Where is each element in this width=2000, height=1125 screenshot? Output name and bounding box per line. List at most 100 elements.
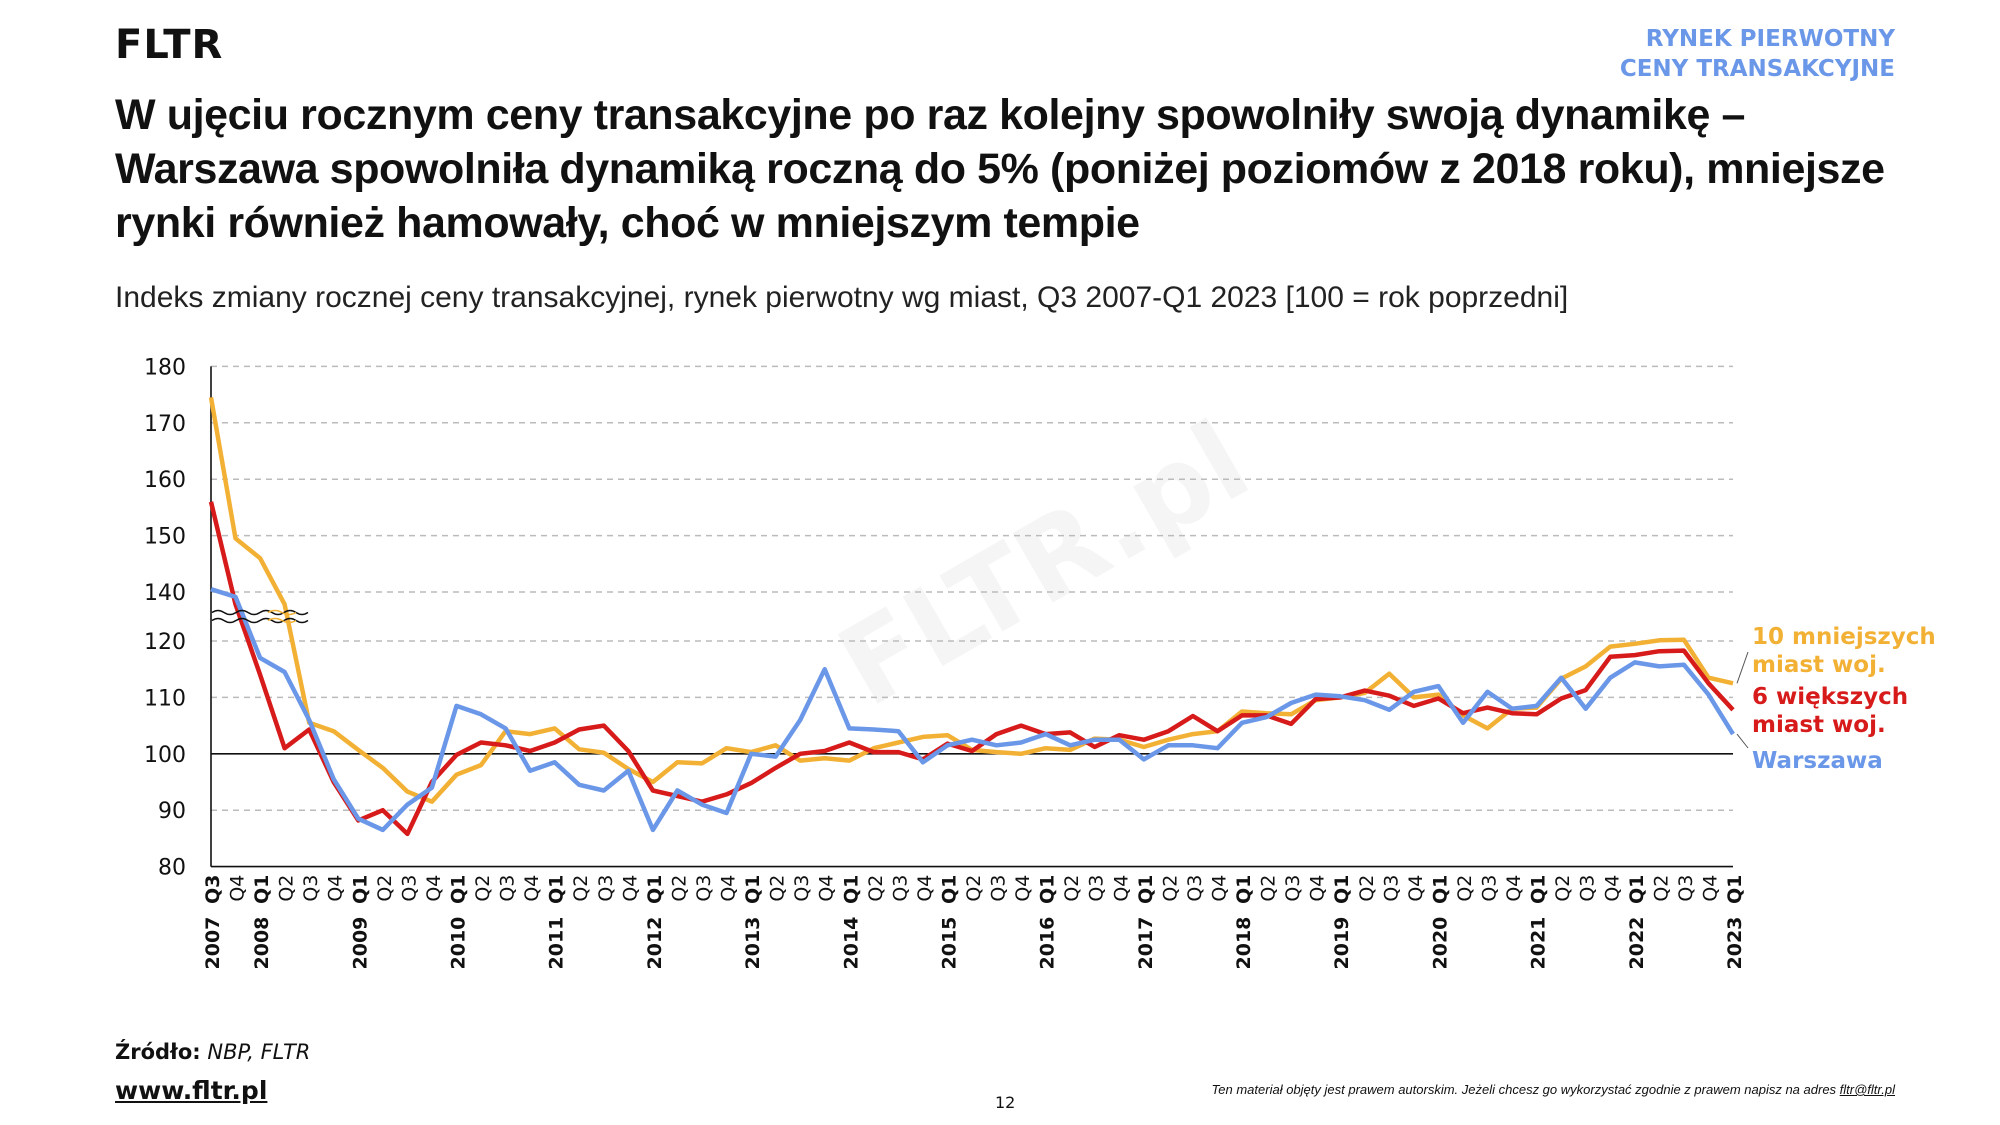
- slide-title: W ujęciu rocznym ceny transakcyjne po ra…: [115, 91, 1885, 247]
- x-tick-quarter: Q3: [1380, 875, 1402, 902]
- x-tick-quarter: Q2: [668, 875, 690, 902]
- x-tick-quarter: Q1: [1037, 875, 1059, 904]
- x-tick-quarter: Q2: [865, 875, 887, 902]
- copyright-note: Ten materiał objęty jest prawem autorski…: [1212, 1082, 1895, 1097]
- x-tick-quarter: Q3: [398, 875, 420, 902]
- x-tick-quarter: Q1: [1135, 875, 1157, 904]
- x-tick-year: 2009: [349, 917, 371, 970]
- source-note: Źródło: NBP, FLTR: [115, 1040, 310, 1064]
- x-tick-quarter: Q3: [300, 875, 322, 902]
- copyright-text: Ten materiał objęty jest prawem autorski…: [1211, 1082, 1837, 1097]
- x-tick-quarter: Q4: [1699, 875, 1721, 902]
- x-tick-quarter: Q4: [1307, 875, 1329, 902]
- x-tick-quarter: Q3: [1282, 875, 1304, 902]
- x-tick-quarter: Q4: [325, 875, 347, 902]
- x-tick-quarter: Q3: [1675, 875, 1697, 902]
- x-tick-quarter: Q3: [791, 875, 813, 902]
- x-tick-year: 2022: [1626, 917, 1648, 970]
- x-tick-quarter: Q2: [276, 875, 298, 902]
- x-tick-quarter: Q4: [1405, 875, 1427, 902]
- x-tick-quarter: Q2: [767, 875, 789, 902]
- x-tick-quarter: Q3: [202, 875, 224, 904]
- x-tick-quarter: Q1: [1233, 875, 1255, 904]
- x-tick-quarter: Q2: [1552, 875, 1574, 902]
- axis-break-mark: [211, 609, 309, 616]
- axis-break-mark-series: [267, 617, 297, 624]
- x-tick-quarter: Q3: [1086, 875, 1108, 902]
- y-tick-label: 170: [144, 412, 186, 437]
- x-tick-year: 2008: [251, 917, 273, 970]
- website-link[interactable]: www.fltr.pl: [115, 1076, 268, 1105]
- x-tick-year: 2013: [742, 917, 764, 970]
- x-tick-year: 2020: [1429, 917, 1451, 970]
- x-tick-quarter: Q4: [1012, 875, 1034, 902]
- x-tick-quarter: Q1: [1331, 875, 1353, 904]
- x-tick-quarter: Q4: [1110, 875, 1132, 902]
- x-tick-quarter: Q3: [1577, 875, 1599, 902]
- x-tick-quarter: Q3: [1184, 875, 1206, 902]
- x-tick-quarter: Q4: [718, 875, 740, 902]
- y-tick-label: 110: [144, 686, 186, 711]
- source-value: NBP, FLTR: [207, 1040, 311, 1064]
- section-label: RYNEK PIERWOTNY CENY TRANSAKCYJNE: [1620, 24, 1895, 84]
- x-tick-year: 2021: [1528, 917, 1550, 970]
- legend-label-line: Warszawa: [1752, 748, 1883, 774]
- x-tick-quarter: Q4: [521, 875, 543, 902]
- x-tick-quarter: Q2: [472, 875, 494, 902]
- y-tick-label: 100: [144, 743, 186, 768]
- legend-leader-line: [1736, 651, 1749, 684]
- legend-label-line: 10 mniejszych: [1752, 624, 1936, 650]
- x-tick-quarter: Q3: [497, 875, 519, 902]
- x-tick-quarter: Q1: [251, 875, 273, 904]
- x-tick-quarter: Q4: [914, 875, 936, 902]
- fltr-logo: FLTR: [115, 22, 224, 68]
- y-tick-label: 90: [158, 799, 186, 824]
- x-tick-quarter: Q2: [1159, 875, 1181, 902]
- page-number: 12: [995, 1093, 1016, 1112]
- x-tick-quarter: Q3: [595, 875, 617, 902]
- x-tick-year: 2018: [1233, 917, 1255, 970]
- x-tick-quarter: Q1: [644, 875, 666, 904]
- x-tick-year: 2015: [938, 917, 960, 970]
- legend-label-line: miast woj.: [1752, 652, 1886, 678]
- y-tick-label: 80: [158, 856, 186, 881]
- legend-leader-line: [1736, 733, 1749, 749]
- legend-label-line: 6 większych: [1752, 684, 1908, 710]
- legend-label-0: 10 mniejszych miast woj.: [1752, 624, 1936, 678]
- x-tick-quarter: Q1: [840, 875, 862, 904]
- x-tick-quarter: Q3: [889, 875, 911, 902]
- x-tick-quarter: Q2: [1650, 875, 1672, 902]
- x-tick-year: 2014: [840, 917, 862, 970]
- x-tick-quarter: Q4: [1208, 875, 1230, 902]
- section-line-2: CENY TRANSAKCYJNE: [1619, 56, 1895, 82]
- axis-break-mark-series: [267, 609, 297, 616]
- x-tick-quarter: Q2: [1356, 875, 1378, 902]
- x-tick-year: 2016: [1037, 917, 1059, 970]
- x-tick-quarter: Q1: [1528, 875, 1550, 904]
- x-tick-quarter: Q1: [938, 875, 960, 904]
- x-tick-quarter: Q1: [546, 875, 568, 904]
- x-tick-year: 2007: [202, 917, 224, 970]
- y-tick-label: 140: [144, 581, 186, 606]
- x-tick-year: 2019: [1331, 917, 1353, 970]
- y-tick-label: 150: [144, 525, 186, 550]
- x-tick-year: 2023: [1724, 917, 1746, 970]
- x-tick-quarter: Q3: [988, 875, 1010, 902]
- legend-label-line: miast woj.: [1752, 712, 1886, 738]
- x-tick-quarter: Q2: [1061, 875, 1083, 902]
- x-tick-quarter: Q1: [1429, 875, 1451, 904]
- x-tick-year: 2011: [546, 917, 568, 970]
- x-tick-quarter: Q3: [1479, 875, 1501, 902]
- x-tick-quarter: Q4: [227, 875, 249, 902]
- chart-title: Indeks zmiany rocznej ceny transakcyjnej…: [115, 281, 1569, 314]
- x-tick-quarter: Q3: [693, 875, 715, 902]
- x-tick-quarter: Q4: [619, 875, 641, 902]
- x-tick-quarter: Q1: [742, 875, 764, 904]
- x-tick-quarter: Q2: [1258, 875, 1280, 902]
- email-link[interactable]: fltr@fltr.pl: [1839, 1082, 1895, 1097]
- x-tick-quarter: Q2: [1454, 875, 1476, 902]
- source-label: Źródło:: [115, 1040, 201, 1064]
- y-tick-label: 160: [144, 468, 186, 493]
- legend-label-2: Warszawa: [1752, 748, 1883, 774]
